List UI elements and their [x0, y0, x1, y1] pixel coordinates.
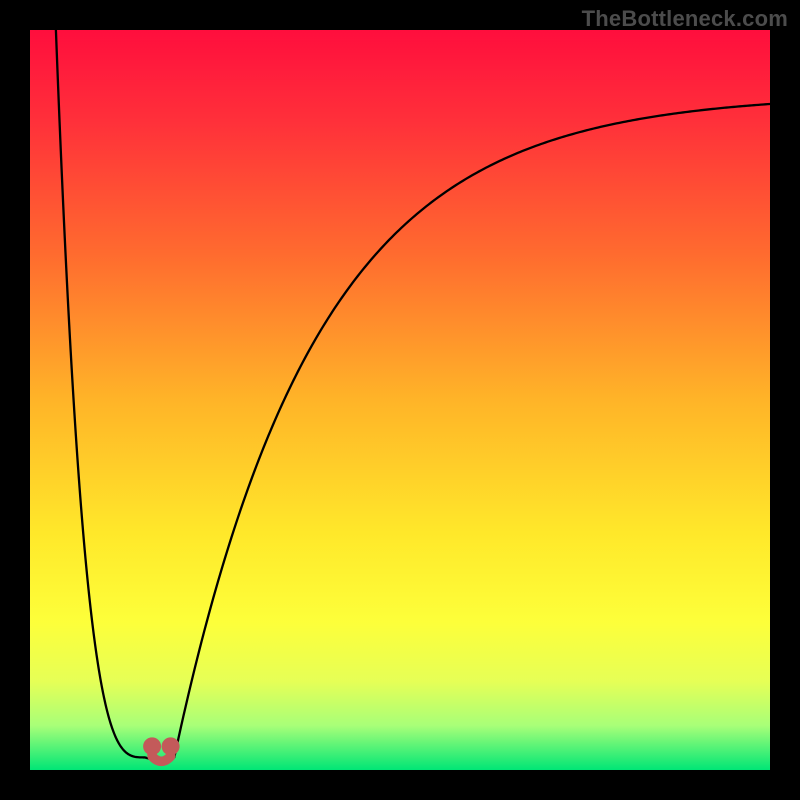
minimum-marker-dot-right	[162, 737, 180, 755]
watermark-text: TheBottleneck.com	[582, 6, 788, 32]
chart-container: TheBottleneck.com	[0, 0, 800, 800]
plot-background	[30, 30, 770, 770]
bottleneck-chart	[0, 0, 800, 800]
minimum-marker-dot-left	[143, 737, 161, 755]
